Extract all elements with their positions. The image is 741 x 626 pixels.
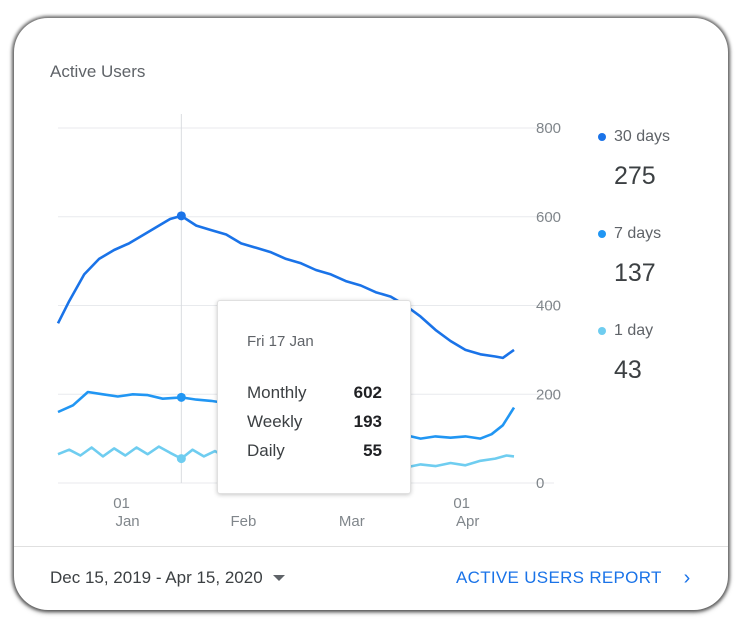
legend-dot-30-days: [598, 133, 606, 141]
legend-7-days[interactable]: 7 days 137: [598, 225, 661, 288]
y-tick-label-0: 0: [536, 475, 544, 492]
tooltip-value-weekly: 193: [353, 412, 382, 431]
tooltip-label-weekly: Weekly: [247, 412, 303, 431]
x-tick-month-2: Mar: [339, 513, 365, 530]
hover-point-1: [176, 392, 186, 402]
y-tick-label-400: 400: [536, 298, 561, 315]
y-tick-label-800: 800: [536, 120, 561, 137]
x-tick-month-1: Feb: [230, 513, 256, 530]
legend-value-30-days: 275: [614, 162, 656, 190]
y-tick-label-600: 600: [536, 209, 561, 226]
x-tick-month-0: Jan: [115, 513, 139, 530]
tooltip-value-daily: 55: [363, 441, 382, 460]
legend-dot-7-days: [598, 230, 606, 238]
legend-value-1-day: 43: [614, 356, 642, 384]
x-tick-month-3: Apr: [456, 513, 479, 530]
y-tick-label-200: 200: [536, 386, 561, 403]
active-users-card: Active Users 0 200 400 600 800 01 Jan Feb Mar 01…: [14, 18, 728, 610]
report-link-label: ACTIVE USERS REPORT: [456, 568, 662, 587]
legend-dot-1-day: [598, 327, 606, 335]
tooltip-label-daily: Daily: [247, 441, 285, 460]
tooltip-date: Fri 17 Jan: [247, 333, 314, 350]
legend-1-day[interactable]: 1 day 43: [598, 322, 653, 385]
legend-value-7-days: 137: [614, 259, 656, 287]
tooltip-row-weekly: Weekly 193: [247, 412, 382, 432]
x-tick-day-0: 01: [113, 495, 130, 512]
chart-tooltip: Fri 17 Jan Monthly 602 Weekly 193 Daily …: [217, 300, 411, 494]
tooltip-row-monthly: Monthly 602: [247, 383, 382, 403]
date-range-selector[interactable]: Dec 15, 2019 - Apr 15, 2020: [50, 568, 285, 588]
legend-label-1-day: 1 day: [614, 322, 654, 339]
tooltip-value-monthly: 602: [353, 383, 382, 402]
hover-point-2: [176, 454, 186, 464]
series-line-0: [56, 214, 515, 360]
footer-divider: [14, 546, 728, 547]
x-tick-day-3: 01: [453, 495, 470, 512]
hover-point-0: [176, 211, 186, 221]
legend-label-7-days: 7 days: [614, 225, 662, 242]
tooltip-label-monthly: Monthly: [247, 383, 307, 402]
caret-down-icon[interactable]: [272, 575, 285, 581]
chevron-right-icon: ›: [683, 567, 691, 589]
date-range-label: Dec 15, 2019 - Apr 15, 2020: [50, 568, 263, 587]
legend-30-days[interactable]: 30 days 275: [598, 128, 670, 191]
tooltip-row-daily: Daily 55: [247, 441, 382, 461]
active-users-report-link[interactable]: ACTIVE USERS REPORT ›: [456, 568, 691, 588]
y-axis: 0 200 400 600 800: [536, 120, 561, 492]
legend-label-30-days: 30 days: [614, 128, 671, 145]
card-title: Active Users: [50, 62, 146, 81]
